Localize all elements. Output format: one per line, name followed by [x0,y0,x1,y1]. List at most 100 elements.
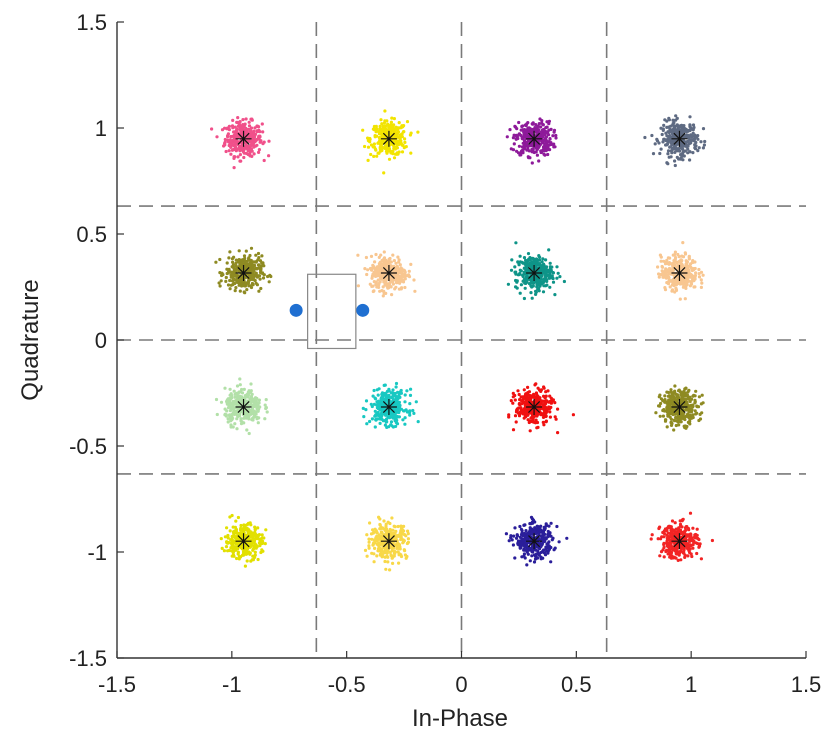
cluster-point [696,137,700,141]
cluster-point [684,281,688,285]
cluster-point [394,278,398,282]
cluster-point [541,415,546,419]
cluster-point [552,128,557,132]
cluster-point [364,399,369,403]
cluster-point [669,411,673,415]
cluster-point [673,126,677,130]
cluster-point [509,536,513,540]
cluster-point [248,253,252,258]
cluster-point [375,154,379,158]
cluster-point [397,150,401,154]
cluster-point [234,147,238,151]
cluster-16 [649,511,715,563]
cluster-point [406,532,410,536]
cluster-point [380,555,384,559]
cluster-point [252,263,257,267]
cluster-point [527,135,531,139]
cluster-point [665,142,670,146]
cluster-point [656,265,660,269]
cluster-point [677,157,682,161]
cluster-point [665,407,670,411]
cluster-point [365,554,369,558]
cluster-point [367,537,371,541]
cluster-point [403,140,407,144]
cluster-point [540,119,544,123]
cluster-point [554,136,558,140]
cluster-point [407,273,411,277]
cluster-point [371,263,375,267]
cluster-point [535,556,540,560]
cluster-point [229,425,233,429]
cluster-point [535,282,539,286]
cluster-point [676,131,680,135]
cluster-point [377,533,381,537]
cluster-point [378,124,382,128]
cluster-point [395,274,400,278]
cluster-point [395,534,399,538]
cluster-point [378,260,382,264]
cluster-point [537,145,541,149]
cluster-point [232,533,236,537]
cluster-point [220,128,225,132]
cluster-point [516,136,520,141]
cluster-point [548,399,553,404]
cluster-point [377,541,381,545]
cluster-point [390,293,394,297]
cluster-point [543,271,547,275]
cluster-point [240,147,244,151]
cluster-point [685,276,689,280]
cluster-point [382,130,386,134]
cluster-point [508,128,512,132]
cluster-point [392,123,396,127]
cluster-point [412,278,416,282]
cluster-point [400,143,404,147]
cluster-point [231,126,235,130]
cluster-point [223,535,227,539]
cluster-point [684,259,688,263]
cluster-point [524,124,528,128]
cluster-point [690,134,694,138]
cluster-point [232,166,236,170]
cluster-point [661,414,666,418]
cluster-point [675,116,679,120]
cluster-point [541,420,545,424]
cluster-point [664,138,668,143]
cluster-point [552,145,556,149]
cluster-point [394,261,398,265]
cluster-point [402,524,406,529]
cluster-point [667,398,671,402]
cluster-point [680,254,684,258]
cluster-point [374,529,378,533]
cluster-point [365,533,369,537]
cluster-point [220,546,224,551]
cluster-point [530,554,534,558]
cluster-point [229,135,233,139]
cluster-point [406,540,410,544]
cluster-point [544,546,548,550]
cluster-point [403,549,407,553]
cluster-point [250,534,254,538]
cluster-point [688,413,692,417]
cluster-point [240,533,244,537]
cluster-point [685,140,689,144]
cluster-point [400,286,404,290]
cluster-point [523,139,527,143]
cluster-point [388,400,393,404]
cluster-point [548,531,552,535]
cluster-point [370,417,374,421]
cluster-point [544,126,548,130]
cluster-point [231,279,235,283]
cluster-point [571,413,576,417]
cluster-point [243,291,247,295]
cluster-point [228,529,232,533]
cluster-point [691,151,695,155]
cluster-point [231,275,235,279]
cluster-point [267,154,271,158]
cluster-point [697,267,701,272]
cluster-point [401,538,405,542]
cluster-point [524,144,528,148]
cluster-point [253,542,257,546]
cluster-point [522,523,526,527]
cluster-point [536,125,540,129]
cluster-point [225,526,229,530]
